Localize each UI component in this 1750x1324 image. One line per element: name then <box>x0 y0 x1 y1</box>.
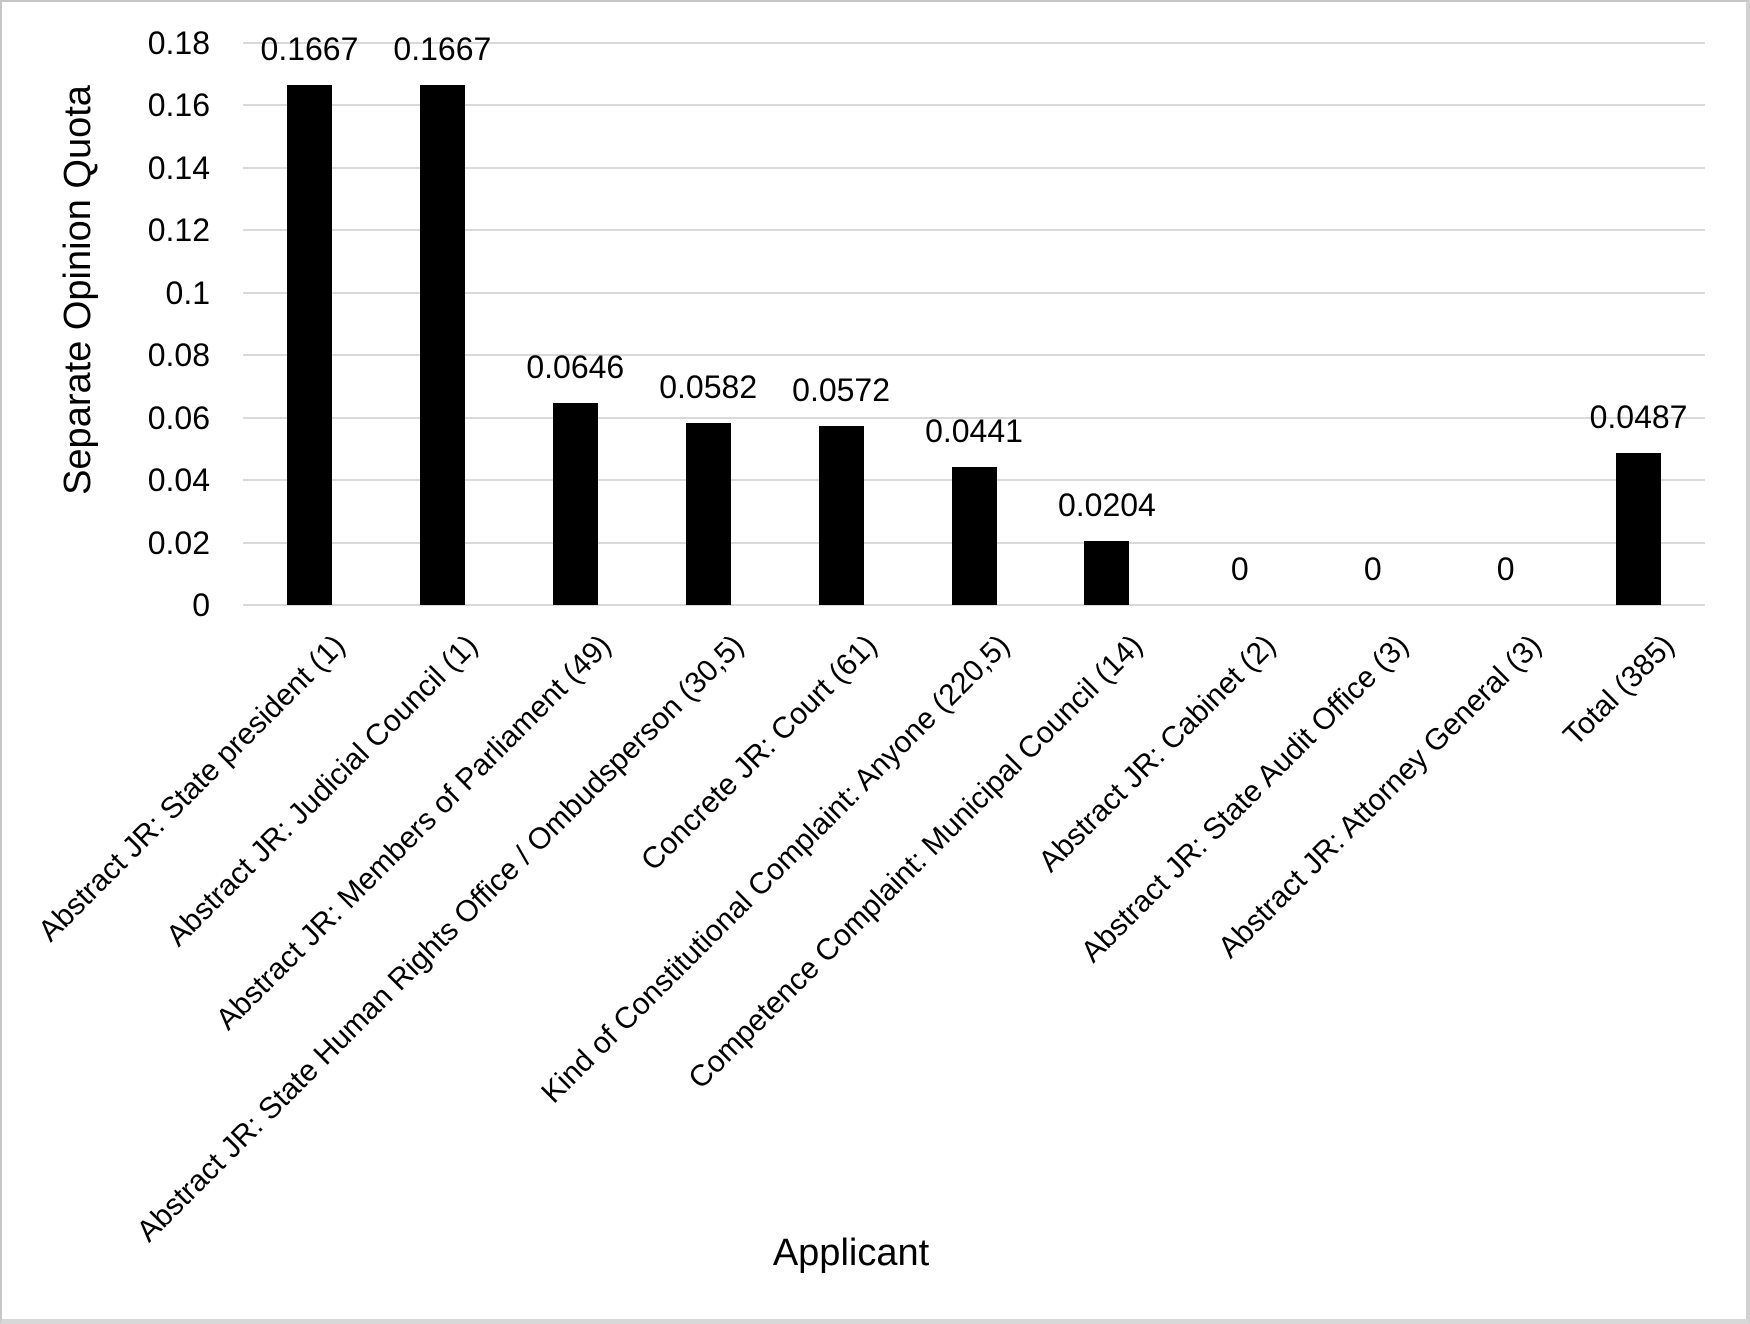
y-tick-label: 0.16 <box>147 87 210 124</box>
bar-value-label: 0.1667 <box>260 30 359 67</box>
y-tick-label: 0.08 <box>147 337 210 374</box>
y-tick-label: 0.02 <box>147 524 210 561</box>
bar-value-label: 0.0572 <box>792 372 891 409</box>
gridline <box>243 166 1705 169</box>
gridline <box>243 291 1705 294</box>
y-tick-label: 0.1 <box>165 274 210 311</box>
bar <box>419 84 465 605</box>
bar <box>1084 541 1130 605</box>
bar <box>286 84 332 605</box>
gridline <box>243 354 1705 357</box>
gridline <box>243 604 1705 606</box>
bar-value-label: 0.1667 <box>393 30 492 67</box>
bar-value-label: 0.0487 <box>1589 398 1688 435</box>
y-tick-label: 0 <box>192 587 210 623</box>
y-tick-label: 0.12 <box>147 212 210 249</box>
category-label: Abstract JR: Cabinet (2) <box>1032 628 1282 879</box>
bar-value-label: 0 <box>1230 551 1249 587</box>
bar <box>685 423 731 605</box>
gridline <box>243 104 1705 107</box>
bar <box>1616 452 1662 605</box>
y-axis-title: Separate Opinion Quota <box>57 85 99 495</box>
category-label: Kind of Constitutional Complaint: Anyone… <box>535 628 1017 1110</box>
x-axis-title: Applicant <box>772 1232 930 1274</box>
bar-value-label: 0.0582 <box>659 369 758 406</box>
gridline <box>243 416 1705 419</box>
category-label: Total (385) <box>1557 628 1681 753</box>
bar-value-label: 0.0204 <box>1057 487 1156 524</box>
bar-value-label: 0 <box>1363 551 1382 587</box>
bar <box>552 403 598 605</box>
y-tick-label: 0.04 <box>147 462 210 499</box>
bar-value-label: 0.0441 <box>925 413 1023 450</box>
bar-value-label: 0.0646 <box>526 349 625 386</box>
bar <box>818 426 864 605</box>
category-label: Competence Complaint: Municipal Council … <box>682 628 1149 1096</box>
category-label: Concrete JR: Court (61) <box>634 628 884 878</box>
y-tick-label: 0.18 <box>147 25 210 61</box>
y-tick-label: 0.06 <box>147 399 210 436</box>
bar-value-label: 0 <box>1496 551 1515 587</box>
bar <box>951 467 997 605</box>
gridline <box>243 42 1705 44</box>
category-label: Abstract JR: State Human Rights Office /… <box>130 628 751 1249</box>
gridline <box>243 229 1705 232</box>
y-tick-label: 0.14 <box>147 149 210 186</box>
